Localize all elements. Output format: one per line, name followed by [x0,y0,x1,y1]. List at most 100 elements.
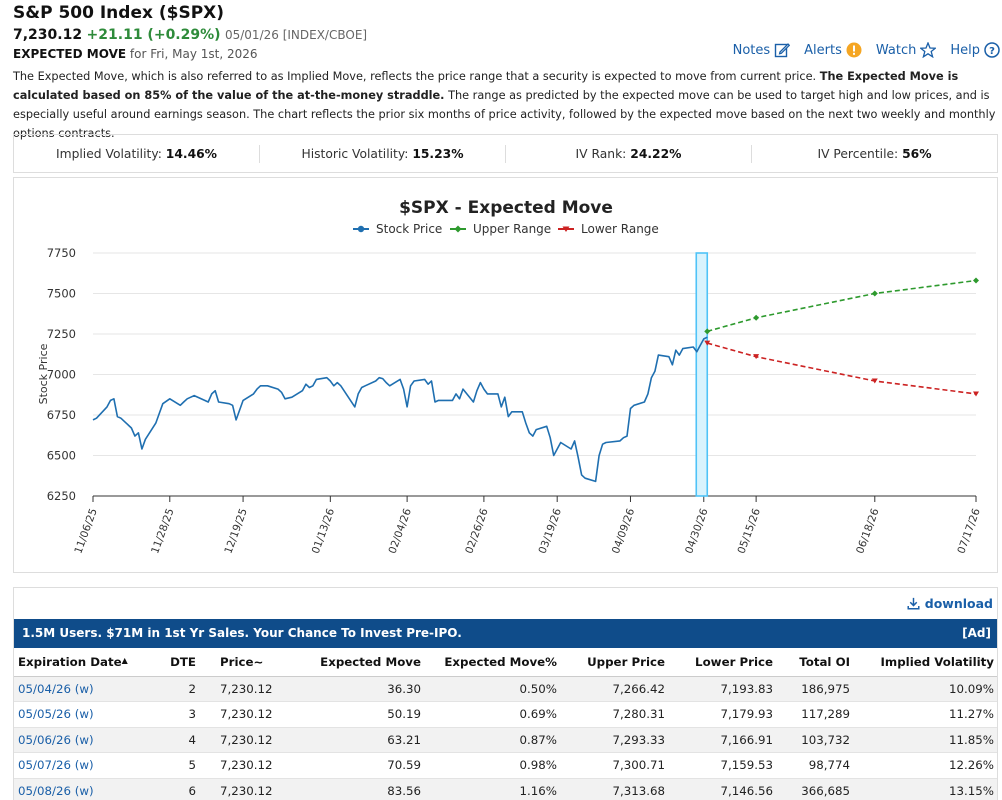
expected-move-table: Expiration Date▲ DTE Price~ Expected Mov… [14,648,997,800]
cell-price: 7,230.12 [196,701,298,728]
cell-expiration-date[interactable]: 05/06/26 (w) [14,727,134,753]
lower-range-point [753,354,760,360]
y-tick-label: 6750 [47,408,76,422]
cell-upper-price: 7,313.68 [557,778,665,800]
col-expected-move[interactable]: Expected Move [298,648,421,677]
cell-expected-move: 83.56 [298,778,421,800]
cell-price: 7,230.12 [196,676,298,702]
description-part2: The range as predicted by the expected m… [13,89,996,140]
cell-implied-volatility: 13.15% [850,778,997,800]
stat-value: 15.23% [412,146,464,161]
top-actions: Notes Alerts Watch Help ? [733,42,1000,58]
table-row: 05/04/26 (w) 2 7,230.12 36.30 0.50% 7,266.42 7… [14,676,997,702]
description-part1: The Expected Move, which is also referre… [13,70,820,83]
table-row: 05/05/26 (w) 3 7,230.12 50.19 0.69% 7,280.31 7… [14,701,997,728]
cell-lower-price: 7,179.93 [665,701,773,728]
download-button[interactable]: download [907,596,993,611]
x-tick-label: 12/19/25 [222,507,249,555]
cell-total-oi: 117,289 [773,701,850,728]
cell-expiration-date[interactable]: 05/04/26 (w) [14,676,134,702]
cell-implied-volatility: 11.85% [850,727,997,753]
cell-expected-move-pct: 0.50% [421,676,557,702]
volatility-stats: Implied Volatility: 14.46% Historic Vola… [13,134,998,173]
x-tick-label: 03/19/26 [537,507,565,556]
cell-expiration-date[interactable]: 05/07/26 (w) [14,752,134,779]
star-icon [920,42,937,58]
cell-lower-price: 7,166.91 [665,727,773,753]
stat-implied-volatility: Implied Volatility: 14.46% [14,144,260,163]
col-expected-move-pct[interactable]: Expected Move% [421,648,557,677]
col-price[interactable]: Price~ [196,648,298,677]
current-date-highlight [695,252,709,497]
cell-price: 7,230.12 [196,727,298,753]
y-tick-label: 6500 [47,449,76,463]
quote-line: 7,230.12 +21.11 (+0.29%) 05/01/26 [INDEX… [13,25,1002,45]
lower-range-point [704,340,711,346]
help-button[interactable]: Help ? [950,42,1000,58]
cell-expiration-date[interactable]: 05/08/26 (w) [14,778,134,800]
stat-historic-volatility: Historic Volatility: 15.23% [260,144,506,163]
help-icon: ? [984,42,1000,58]
x-tick-label: 04/30/26 [683,507,711,556]
ad-banner[interactable]: 1.5M Users. $71M in 1st Yr Sales. Your C… [14,619,997,648]
legend-label: Lower Range [581,222,659,236]
stat-value: 14.46% [165,146,217,161]
cell-price: 7,230.12 [196,752,298,779]
notes-button[interactable]: Notes [733,42,791,58]
col-dte[interactable]: DTE [134,648,196,677]
alerts-button[interactable]: Alerts [804,42,862,58]
cell-expected-move-pct: 1.16% [421,778,557,800]
x-tick-label: 01/13/26 [310,507,338,556]
x-tick-label: 05/15/26 [736,507,764,556]
cell-dte: 6 [134,778,196,800]
expected-move-date: for Fri, May 1st, 2026 [129,47,258,61]
watch-label: Watch [875,42,917,58]
stat-value: 24.22% [630,146,682,161]
quote-header: S&P 500 Index ($SPX) 7,230.12 +21.11 (+0… [13,2,1002,63]
notes-label: Notes [732,42,771,58]
stat-label: Implied Volatility: [55,146,162,161]
upper-range-point [704,328,711,335]
cell-lower-price: 7,159.53 [665,752,773,779]
cell-expected-move: 50.19 [298,701,421,728]
legend-marker [357,225,365,233]
stat-label: Historic Volatility: [301,146,409,161]
y-tick-label: 6250 [47,489,76,503]
upper-range-point [973,277,979,284]
cell-lower-price: 7,193.83 [665,676,773,702]
lower-range-line [707,342,977,395]
chart-title: $SPX - Expected Move [399,198,613,218]
alerts-label: Alerts [804,42,842,58]
col-upper-price[interactable]: Upper Price [557,648,665,677]
svg-text:?: ? [989,46,995,57]
col-expiration-date[interactable]: Expiration Date▲ [14,648,134,677]
cell-expected-move-pct: 0.87% [421,727,557,753]
col-implied-volatility[interactable]: Implied Volatility [850,648,997,677]
cell-upper-price: 7,293.33 [557,727,665,753]
stat-iv-percentile: IV Percentile: 56% [752,145,997,163]
x-tick-label: 02/26/26 [463,507,491,556]
expected-move-label: EXPECTED MOVE [13,47,127,61]
edit-icon [774,43,791,58]
cell-implied-volatility: 12.26% [850,752,997,779]
col-lower-price[interactable]: Lower Price [665,648,773,677]
page-title: S&P 500 Index ($SPX) [13,3,225,23]
cell-expected-move: 63.21 [298,727,421,753]
cell-upper-price: 7,300.71 [557,752,665,779]
cell-expected-move: 36.30 [298,676,421,702]
ad-text: 1.5M Users. $71M in 1st Yr Sales. Your C… [22,626,462,640]
cell-expiration-date[interactable]: 05/05/26 (w) [14,701,134,728]
description-bold: The Expected Move is calculated based on… [13,70,959,102]
cell-total-oi: 186,975 [773,676,850,702]
cell-upper-price: 7,266.42 [557,676,665,702]
stat-label: IV Percentile: [817,146,899,161]
cell-dte: 2 [134,676,196,702]
watch-button[interactable]: Watch [875,42,937,58]
upper-range-point [871,290,878,297]
cell-total-oi: 366,685 [773,778,850,800]
cell-dte: 3 [134,701,196,728]
col-total-oi[interactable]: Total OI [773,648,850,677]
ad-tag: [Ad] [962,626,991,640]
cell-lower-price: 7,146.56 [665,778,773,800]
table-row: 05/07/26 (w) 5 7,230.12 70.59 0.98% 7,300.71 7… [14,752,997,779]
